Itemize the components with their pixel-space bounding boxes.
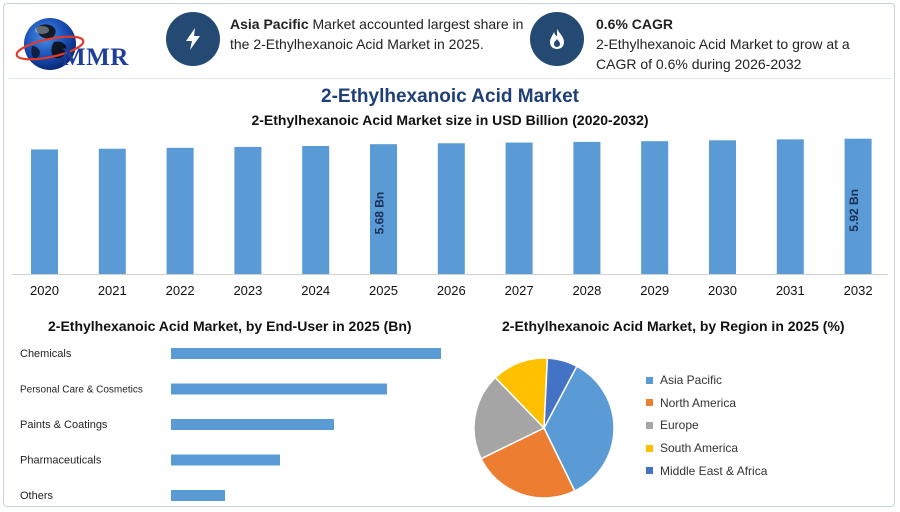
legend-item: Middle East & Africa (646, 459, 767, 482)
bar-2032 (844, 138, 872, 274)
region-legend: Asia Pacific North America Europe South Ame… (646, 369, 767, 482)
x-tick-label: 2029 (640, 283, 669, 298)
legend-label: Asia Pacific (660, 373, 723, 388)
pie-slice-asia-pacific (543, 365, 615, 492)
legend-label: Europe (660, 418, 699, 433)
region-chart-title: 2-Ethylhexanoic Acid Market, by Region i… (502, 318, 845, 334)
bar-2030 (709, 140, 736, 274)
end-user-category-label: Pharmaceuticals (20, 455, 102, 467)
end-user-bar (171, 348, 441, 359)
x-tick-label: 2024 (301, 283, 330, 298)
legend-item: South America (646, 437, 767, 460)
header-divider (8, 78, 892, 79)
x-tick-label: 2027 (505, 283, 534, 298)
x-tick-label: 2028 (572, 283, 601, 298)
bar-2020 (31, 149, 58, 274)
legend-swatch (646, 444, 653, 452)
bar-2027 (505, 142, 533, 274)
bar-2031 (776, 139, 804, 274)
bar-chart-title: 2-Ethylhexanoic Acid Market size in USD … (251, 112, 649, 128)
pie-slice-south-america (494, 358, 549, 430)
bar-2026 (437, 143, 465, 274)
legend-label: Middle East & Africa (660, 463, 768, 478)
legend-item: North America (646, 392, 767, 415)
bar-2029 (641, 141, 669, 274)
info-card-text: 2-Ethylhexanoic Acid Market to grow at a… (596, 36, 850, 72)
legend-item: Europe (646, 414, 767, 437)
legend-swatch (646, 399, 653, 407)
end-user-category-label: Chemicals (20, 348, 72, 360)
bar-data-label: 5.68 Bn (373, 192, 387, 235)
end-user-category-label: Others (20, 490, 54, 502)
x-tick-label: 2026 (437, 283, 466, 298)
bar-2021 (98, 148, 126, 274)
x-tick-label: 2031 (776, 283, 805, 298)
end-user-bar (171, 454, 280, 466)
market-size-bar-chart: 2020 2021 2022 2023 2024 2025 5.68 Bn 2026 2027 2… (12, 138, 888, 298)
x-tick-label: 2022 (166, 283, 195, 298)
lightning-bolt-icon (166, 12, 220, 66)
legend-swatch (646, 467, 653, 475)
bar-2025 (370, 144, 397, 274)
bar-2028 (573, 141, 601, 274)
info-card-asia-pacific: Asia Pacific Market accounted largest sh… (230, 14, 530, 54)
legend-item: Asia Pacific (646, 369, 767, 392)
legend-swatch (646, 376, 653, 384)
page-title: 2-Ethylhexanoic Acid Market (321, 86, 579, 107)
globe-icon (15, 18, 85, 70)
pie-slice-middle-east-africa (543, 358, 578, 429)
end-user-bar (171, 383, 387, 395)
end-user-chart-title: 2-Ethylhexanoic Acid Market, by End-User… (48, 318, 412, 334)
end-user-category-label: Personal Care & Cosmetics (20, 385, 143, 396)
bar-2022 (166, 147, 194, 274)
x-tick-label: 2025 (369, 283, 398, 298)
end-user-category-label: Paints & Coatings (20, 419, 108, 431)
info-card-bold: 0.6% CAGR (596, 16, 674, 32)
end-user-bar-chart: Chemicals Personal Care & Cosmetics Paints… (20, 348, 441, 502)
end-user-bar (171, 419, 334, 430)
card-frame (3, 3, 895, 507)
x-tick-label: 2023 (233, 283, 262, 298)
legend-swatch (646, 421, 653, 429)
pie-slice-europe (473, 376, 546, 460)
mmr-logo (14, 8, 144, 80)
info-card-cagr: 0.6% CAGR 2-Ethylhexanoic Acid Market to … (596, 14, 886, 74)
bar-2024 (302, 146, 330, 274)
pie-slice-north-america (480, 426, 576, 499)
info-card-text: Market accounted largest share in the 2-… (230, 16, 524, 52)
bar-data-label: 5.92 Bn (847, 189, 861, 232)
bar-2023 (234, 146, 262, 274)
logo-text: MMR (62, 44, 129, 71)
flame-drop-icon (530, 12, 584, 66)
legend-label: South America (660, 441, 739, 456)
x-tick-label: 2020 (30, 283, 59, 298)
x-tick-label: 2030 (708, 283, 737, 298)
legend-label: North America (660, 395, 737, 410)
info-card-bold: Asia Pacific (230, 16, 309, 32)
region-pie-chart (473, 358, 615, 499)
x-tick-label: 2032 (844, 283, 873, 298)
x-tick-label: 2021 (98, 283, 127, 298)
end-user-bar (171, 490, 225, 501)
